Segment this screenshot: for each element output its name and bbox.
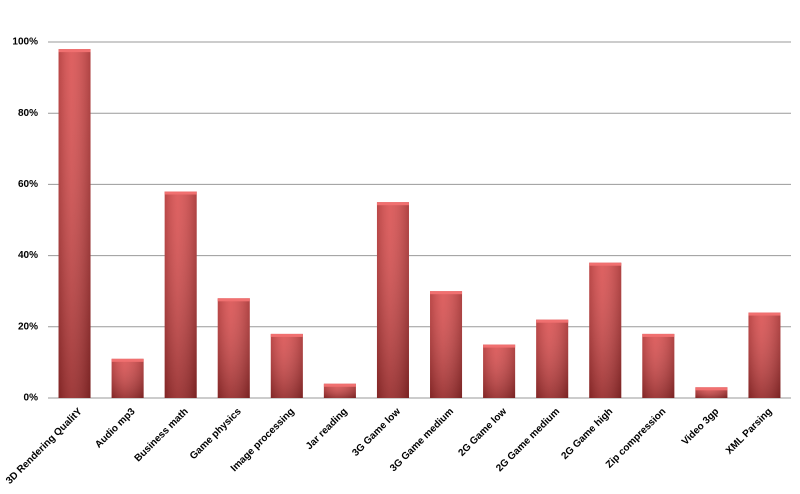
- bar-side-shade: [483, 344, 516, 398]
- x-tick-label: Business math: [133, 406, 191, 464]
- x-tick-label: 2G Game high: [560, 406, 616, 462]
- y-tick-label: 60%: [18, 179, 38, 190]
- bar-side-shade: [748, 312, 781, 398]
- bar-cap: [323, 383, 356, 387]
- bar-cap: [430, 291, 463, 295]
- bar-cap: [536, 319, 569, 323]
- bar-cap: [270, 333, 303, 337]
- y-tick-label: 20%: [18, 321, 38, 332]
- x-tick-label: Zip compression: [604, 406, 668, 470]
- bar-side-shade: [376, 202, 409, 398]
- x-tick-label: Audio mp3: [93, 406, 138, 451]
- bar-side-shade: [164, 191, 197, 398]
- bar-side-shade: [323, 383, 356, 398]
- x-tick-label: Game physics: [188, 406, 244, 462]
- y-tick-label: 100%: [12, 37, 38, 48]
- x-tick-label: Jar reading: [304, 406, 350, 452]
- bar-cap: [483, 344, 516, 348]
- bar-cap: [217, 298, 250, 302]
- bar-side-shade: [270, 333, 303, 398]
- x-tick-label: 3D Rendering QualitY: [4, 406, 85, 487]
- bar-side-shade: [642, 333, 675, 398]
- bar-side-shade: [58, 49, 91, 399]
- x-tick-label: 3G Game low: [350, 406, 403, 459]
- bar-side-shade: [111, 358, 144, 398]
- bar-cap: [58, 49, 91, 53]
- y-tick-label: 40%: [18, 250, 38, 261]
- bar-side-shade: [217, 298, 250, 398]
- y-tick-label: 80%: [18, 108, 38, 119]
- bar-cap: [164, 191, 197, 195]
- bar-cap: [642, 333, 675, 337]
- bar-cap: [376, 202, 409, 206]
- x-tick-label: Video 3gp: [680, 406, 721, 447]
- bar-cap: [748, 312, 781, 316]
- bar-side-shade: [536, 319, 569, 398]
- bar-side-shade: [589, 262, 622, 398]
- x-tick-label: 2G Game low: [457, 406, 510, 459]
- bar-side-shade: [430, 291, 463, 398]
- y-tick-label: 0%: [24, 393, 39, 404]
- x-tick-label: XML Parsing: [724, 406, 774, 456]
- bar-cap: [111, 358, 144, 362]
- bar-side-shade: [695, 387, 728, 398]
- bar-cap: [589, 262, 622, 266]
- bar-cap: [695, 387, 728, 391]
